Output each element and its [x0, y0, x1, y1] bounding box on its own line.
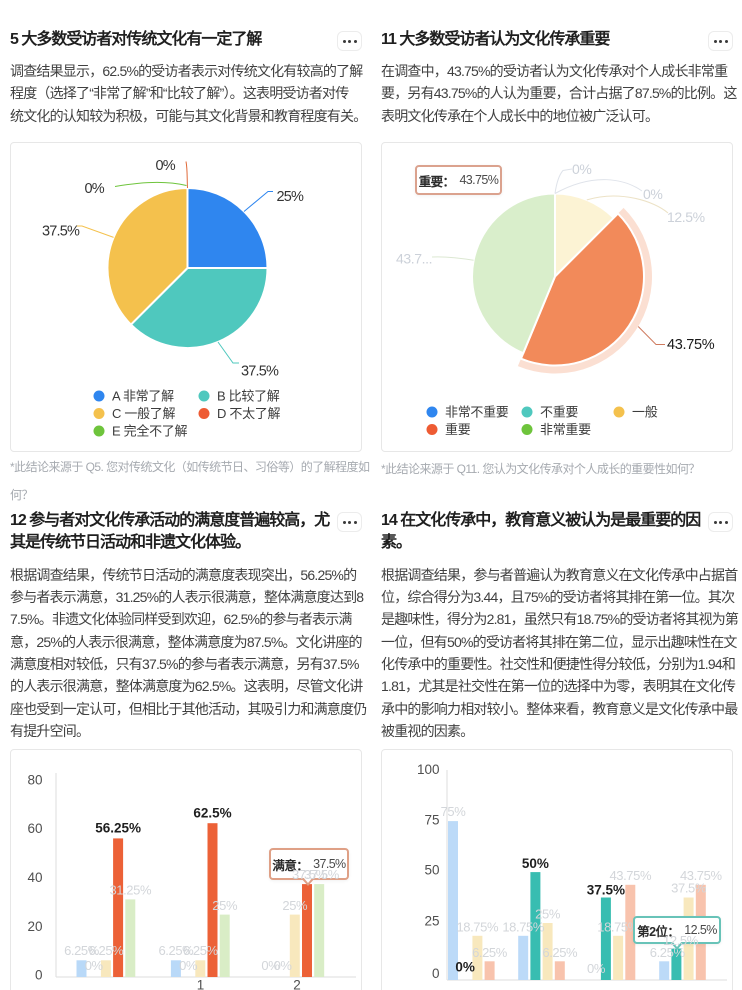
svg-text:E 完全不了解: E 完全不了解 [112, 424, 187, 439]
svg-text:6.25%: 6.25% [64, 943, 100, 958]
svg-text:25: 25 [424, 913, 439, 928]
svg-text:43.75%: 43.75% [667, 337, 715, 353]
svg-text:50%: 50% [522, 856, 549, 871]
svg-text:18.75%: 18.75% [597, 920, 640, 935]
svg-text:0%: 0% [156, 158, 176, 174]
svg-text:37.5%: 37.5% [671, 881, 707, 896]
svg-text:0%: 0% [643, 186, 662, 202]
svg-text:37.5%: 37.5% [42, 224, 80, 240]
svg-text:56.25%: 56.25% [95, 820, 141, 835]
svg-text:B 比较了解: B 比较了解 [217, 389, 280, 404]
svg-text:6.25%: 6.25% [542, 945, 578, 960]
svg-text:0%: 0% [587, 961, 606, 976]
svg-text:非常不重要: 非常不重要 [445, 405, 509, 420]
svg-text:0%: 0% [85, 181, 105, 197]
svg-text:20: 20 [27, 919, 42, 934]
svg-text:2: 2 [293, 978, 301, 990]
svg-text:12.5%: 12.5% [667, 209, 705, 225]
svg-text:6.25%: 6.25% [88, 943, 124, 958]
svg-text:6.25%: 6.25% [472, 945, 508, 960]
svg-text:0%: 0% [274, 958, 293, 973]
svg-text:0%: 0% [455, 960, 475, 975]
svg-text:50: 50 [424, 862, 439, 877]
svg-text:40: 40 [27, 870, 42, 885]
svg-text:D 不太了解: D 不太了解 [217, 406, 281, 421]
svg-text:6.25%: 6.25% [158, 943, 194, 958]
svg-text:100: 100 [417, 762, 440, 777]
svg-text:37.5%: 37.5% [241, 364, 279, 380]
svg-text:18.75%: 18.75% [502, 920, 545, 935]
svg-text:60: 60 [27, 821, 42, 836]
svg-text:25%: 25% [277, 189, 305, 205]
svg-text:0%: 0% [572, 161, 591, 177]
svg-text:6.25%: 6.25% [183, 943, 219, 958]
svg-text:C 一般了解: C 一般了解 [112, 406, 176, 421]
svg-text:43.7...: 43.7... [396, 251, 432, 267]
svg-text:62.5%: 62.5% [193, 806, 231, 821]
svg-text:43.75%: 43.75% [680, 868, 723, 883]
svg-text:A 非常了解: A 非常了解 [112, 389, 174, 404]
svg-text:0%: 0% [261, 958, 280, 973]
svg-text:31.25%: 31.25% [109, 883, 152, 898]
svg-text:非常重要: 非常重要 [540, 422, 591, 437]
svg-text:75%: 75% [441, 804, 467, 819]
svg-text:43.75%: 43.75% [609, 868, 652, 883]
svg-text:37.5%: 37.5% [587, 883, 625, 898]
svg-text:一般: 一般 [632, 405, 658, 420]
svg-text:重要: 重要 [445, 422, 471, 437]
svg-text:0: 0 [35, 967, 43, 982]
svg-text:0%: 0% [179, 958, 198, 973]
svg-text:0%: 0% [85, 958, 104, 973]
svg-text:25%: 25% [282, 898, 308, 913]
svg-text:75: 75 [424, 812, 439, 827]
svg-text:不重要: 不重要 [540, 405, 578, 420]
svg-text:0: 0 [432, 966, 440, 981]
svg-text:25%: 25% [535, 907, 561, 922]
svg-text:80: 80 [27, 772, 42, 787]
svg-text:1: 1 [197, 978, 205, 990]
svg-text:18.75%: 18.75% [456, 920, 499, 935]
svg-text:25%: 25% [212, 898, 238, 913]
